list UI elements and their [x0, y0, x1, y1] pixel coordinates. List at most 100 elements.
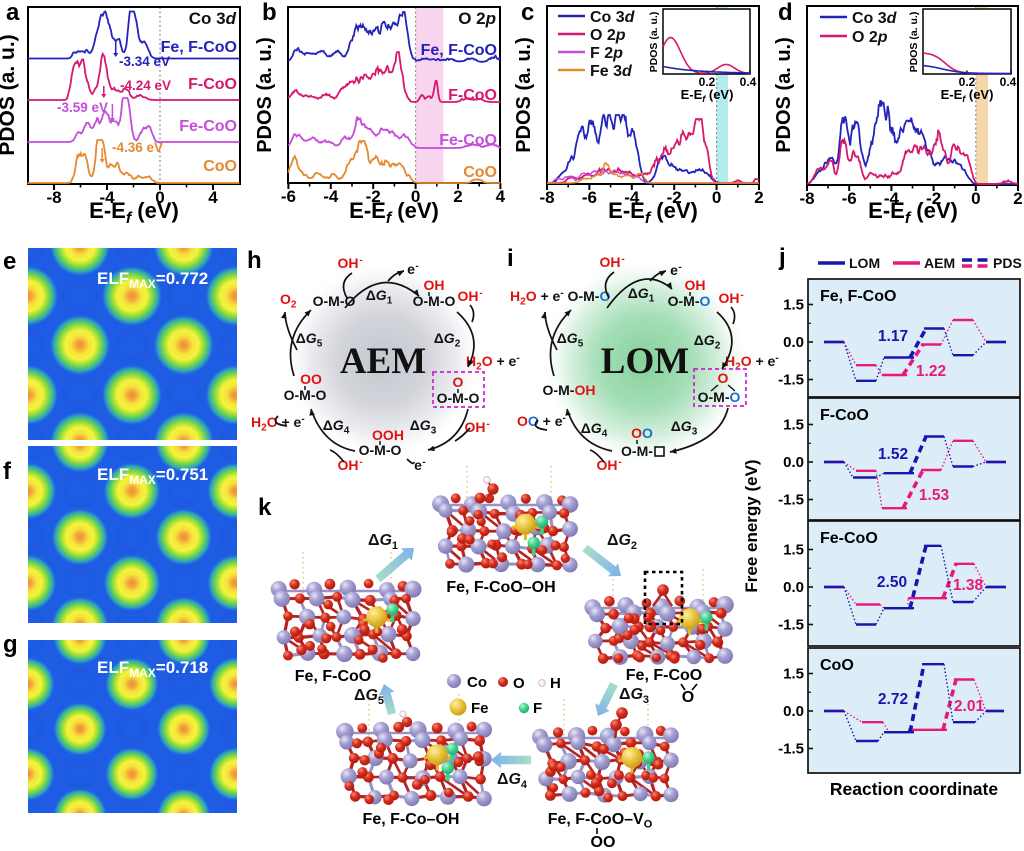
svg-text:OH: OH — [458, 288, 479, 304]
svg-text:-8: -8 — [799, 189, 814, 208]
svg-text:Fe-CoO: Fe-CoO — [179, 118, 237, 135]
svg-text:ΔG2: ΔG2 — [607, 532, 637, 552]
svg-text:Co 3d: Co 3d — [189, 9, 237, 28]
svg-text:2: 2 — [1013, 189, 1022, 208]
svg-text:LOM: LOM — [849, 255, 880, 271]
svg-text:PDOS (a. u.): PDOS (a. u.) — [908, 12, 920, 73]
svg-text:-: - — [678, 262, 681, 273]
svg-text:OH: OH — [719, 290, 740, 306]
svg-text:Fe, F-CoO: Fe, F-CoO — [161, 39, 237, 56]
svg-text:0.2: 0.2 — [699, 75, 716, 89]
svg-text:-: - — [359, 255, 362, 266]
svg-text:2.01: 2.01 — [954, 698, 985, 715]
svg-text:ΔG1: ΔG1 — [366, 287, 393, 307]
svg-text:Fe, F-CoO–OH: Fe, F-CoO–OH — [446, 579, 555, 596]
svg-text:-2: -2 — [366, 187, 381, 206]
svg-text:-: - — [740, 290, 743, 301]
svg-text:0: 0 — [712, 188, 721, 207]
svg-text:E-Ef (eV): E-Ef (eV) — [89, 198, 179, 227]
svg-text:CoO: CoO — [820, 657, 854, 674]
svg-text:e: e — [3, 248, 16, 275]
svg-text:-8: -8 — [46, 188, 61, 207]
svg-text:O: O — [718, 370, 729, 386]
svg-text:4: 4 — [496, 187, 506, 206]
svg-text:O-M-O: O-M-O — [668, 293, 711, 309]
svg-text:2: 2 — [453, 187, 462, 206]
svg-text:1.53: 1.53 — [919, 487, 950, 504]
svg-text:O 2p: O 2p — [458, 9, 496, 28]
svg-text:ΔG5: ΔG5 — [557, 330, 584, 350]
svg-text:a: a — [6, 0, 20, 26]
svg-text:ΔG3: ΔG3 — [619, 686, 649, 706]
svg-text:c: c — [521, 0, 534, 26]
svg-text:Fe-CoO: Fe-CoO — [820, 530, 878, 547]
svg-text:-8: -8 — [539, 188, 554, 207]
svg-text:2.72: 2.72 — [878, 691, 908, 708]
svg-text:0.0: 0.0 — [783, 579, 804, 596]
svg-text:2.50: 2.50 — [877, 574, 907, 591]
svg-text:OH: OH — [597, 457, 618, 473]
svg-text:1.22: 1.22 — [916, 363, 946, 380]
svg-text:j: j — [778, 244, 786, 271]
svg-text:-: - — [415, 261, 418, 272]
svg-text:ΔG4: ΔG4 — [497, 771, 528, 791]
svg-text:O-M-O: O-M-O — [284, 387, 327, 403]
svg-text:-: - — [618, 457, 621, 468]
svg-text:O: O — [513, 675, 525, 692]
svg-text:ΔG2: ΔG2 — [694, 332, 721, 352]
svg-text:H: H — [550, 675, 561, 692]
svg-text:O-M-O: O-M-O — [359, 442, 402, 458]
svg-text:0.4: 0.4 — [1000, 75, 1017, 89]
svg-text:PDOS (a. u.): PDOS (a. u.) — [648, 12, 660, 73]
svg-text:f: f — [3, 458, 12, 485]
svg-text:i: i — [507, 245, 514, 272]
svg-text:Fe: Fe — [471, 700, 489, 717]
svg-text:O-M-O: O-M-O — [413, 293, 456, 309]
svg-text:PDS: PDS — [993, 255, 1022, 271]
svg-text:b: b — [262, 0, 277, 26]
svg-text:-: - — [479, 288, 482, 299]
svg-text:-6: -6 — [281, 187, 296, 206]
svg-text:AEM: AEM — [340, 341, 426, 382]
svg-text:Fe, F-CoO: Fe, F-CoO — [626, 667, 702, 684]
svg-text:OO: OO — [300, 371, 322, 387]
svg-text:OH: OH — [338, 255, 359, 271]
svg-text:ELFMAX=0.751: ELFMAX=0.751 — [97, 465, 208, 487]
svg-text:ΔG1: ΔG1 — [628, 285, 655, 305]
svg-text:0: 0 — [411, 187, 420, 206]
svg-text:1.5: 1.5 — [783, 666, 804, 683]
svg-text:PDOS (a. u.): PDOS (a. u.) — [513, 37, 535, 153]
svg-text:PDOS (a. u.): PDOS (a. u.) — [0, 34, 19, 155]
svg-text:E-Ef (eV): E-Ef (eV) — [681, 87, 734, 104]
svg-text:F: F — [533, 700, 542, 717]
svg-text:LOM: LOM — [601, 341, 689, 382]
svg-text:Fe 3d: Fe 3d — [590, 63, 633, 80]
svg-text:Fe, F-CoO–VO: Fe, F-CoO–VO — [548, 811, 653, 831]
svg-text:2: 2 — [754, 188, 763, 207]
svg-text:1.52: 1.52 — [878, 446, 908, 463]
svg-text:E-Ef (eV): E-Ef (eV) — [349, 198, 439, 227]
svg-text:E-Ef (eV): E-Ef (eV) — [868, 198, 958, 227]
svg-text:0.0: 0.0 — [783, 703, 804, 720]
svg-text:0.4: 0.4 — [740, 75, 757, 89]
svg-text:Co 3d: Co 3d — [590, 9, 636, 26]
svg-text:-6: -6 — [842, 189, 857, 208]
svg-text:-4.36 eV: -4.36 eV — [112, 140, 163, 155]
svg-text:-4: -4 — [884, 189, 900, 208]
svg-text:-1.5: -1.5 — [778, 617, 804, 634]
svg-text:F 2p: F 2p — [590, 45, 623, 62]
svg-text:O-M-: O-M- — [621, 443, 653, 459]
svg-text:F-CoO: F-CoO — [448, 87, 497, 104]
svg-text:PDOS (a. u.): PDOS (a. u.) — [254, 37, 276, 153]
svg-text:e: e — [407, 261, 415, 277]
svg-text:-4: -4 — [99, 188, 115, 207]
svg-text:O 2p: O 2p — [852, 29, 888, 46]
svg-text:-2: -2 — [926, 189, 941, 208]
svg-text:ΔG4: ΔG4 — [323, 417, 350, 437]
svg-text:-4: -4 — [624, 188, 640, 207]
svg-text:O 2p: O 2p — [590, 27, 626, 44]
svg-text:1.38: 1.38 — [953, 577, 984, 594]
svg-text:Free energy (eV): Free energy (eV) — [742, 459, 761, 592]
svg-text:PDOS (a. u.): PDOS (a. u.) — [773, 37, 795, 153]
svg-text:d: d — [778, 0, 793, 26]
